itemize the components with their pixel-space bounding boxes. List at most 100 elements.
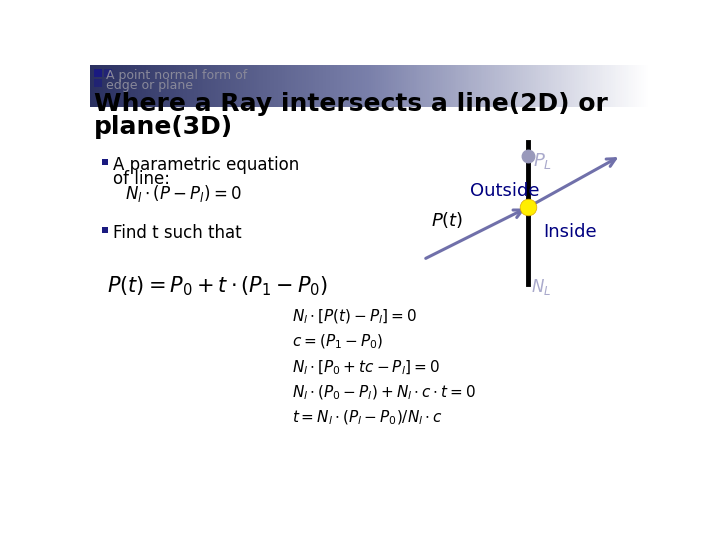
Bar [114,65,117,107]
Bar [501,65,504,107]
Bar [228,65,230,107]
Bar [250,65,253,107]
Bar [204,65,206,107]
Bar [598,65,600,107]
Bar [466,65,468,107]
Bar [153,65,156,107]
Bar [157,65,160,107]
Text: plane(3D): plane(3D) [94,115,233,139]
Bar [518,65,521,107]
Bar [127,65,130,107]
Bar [505,65,508,107]
Bar [315,65,318,107]
Bar [553,65,556,107]
Bar [294,65,297,107]
Bar [104,70,112,77]
Bar [145,65,148,107]
Bar [237,65,240,107]
Bar [382,65,384,107]
Bar [351,65,353,107]
Bar [523,65,526,107]
Bar [220,65,222,107]
Bar [559,65,562,107]
Bar [495,65,498,107]
Bar [462,65,464,107]
Bar [520,65,522,107]
Bar [644,65,647,107]
Bar [333,65,336,107]
Bar [326,65,329,107]
Bar [176,65,178,107]
Bar [593,65,595,107]
Bar [406,65,409,107]
Bar [125,65,128,107]
Bar [280,65,282,107]
Bar [282,65,284,107]
Bar [566,65,569,107]
Bar [276,65,279,107]
Bar [618,65,621,107]
Bar [460,65,463,107]
Bar [240,65,243,107]
Bar [434,65,437,107]
Bar [205,65,208,107]
Bar [222,65,225,107]
Bar [291,65,294,107]
Bar [239,65,241,107]
Bar [431,65,433,107]
Bar [364,65,366,107]
Bar [356,65,359,107]
Bar [172,65,174,107]
Bar [641,65,643,107]
Bar [224,65,227,107]
Text: $N_l\cdot[P_0+tc-P_l]=0$: $N_l\cdot[P_0+tc-P_l]=0$ [292,358,439,376]
Bar [345,65,348,107]
Bar [587,65,589,107]
Bar [494,65,496,107]
Bar [328,65,330,107]
Bar [583,65,585,107]
Bar [304,65,307,107]
Bar [570,65,572,107]
Bar [116,65,119,107]
Bar [217,65,219,107]
Bar [343,65,346,107]
Bar [579,65,582,107]
Bar [479,65,482,107]
Bar [405,65,407,107]
Bar [253,65,256,107]
Bar [594,65,597,107]
Bar [577,65,580,107]
Bar [150,65,152,107]
Bar [449,65,451,107]
Bar [373,65,375,107]
Text: Where a Ray intersects a line(2D) or: Where a Ray intersects a line(2D) or [94,92,608,116]
Bar [360,65,362,107]
Bar [490,65,492,107]
Bar [557,65,559,107]
Text: $P_L$: $P_L$ [534,151,552,171]
Bar [624,65,626,107]
Bar [185,65,187,107]
Bar [252,65,254,107]
Bar [265,65,267,107]
Bar [307,65,310,107]
Bar [244,65,247,107]
Bar [492,65,495,107]
Bar [137,65,139,107]
Bar [572,65,575,107]
Bar [120,65,122,107]
Bar [616,65,619,107]
Bar [473,65,476,107]
Bar [482,65,485,107]
Bar [186,65,189,107]
Bar [637,65,639,107]
Bar [611,65,613,107]
Bar [503,65,505,107]
Bar [324,65,327,107]
Text: $N_l\cdot(P_0-P_l)+N_l\cdot c\cdot t=0$: $N_l\cdot(P_0-P_l)+N_l\cdot c\cdot t=0$ [292,383,476,402]
Bar [310,65,312,107]
Bar [319,65,321,107]
Bar [635,65,638,107]
Bar [540,65,543,107]
